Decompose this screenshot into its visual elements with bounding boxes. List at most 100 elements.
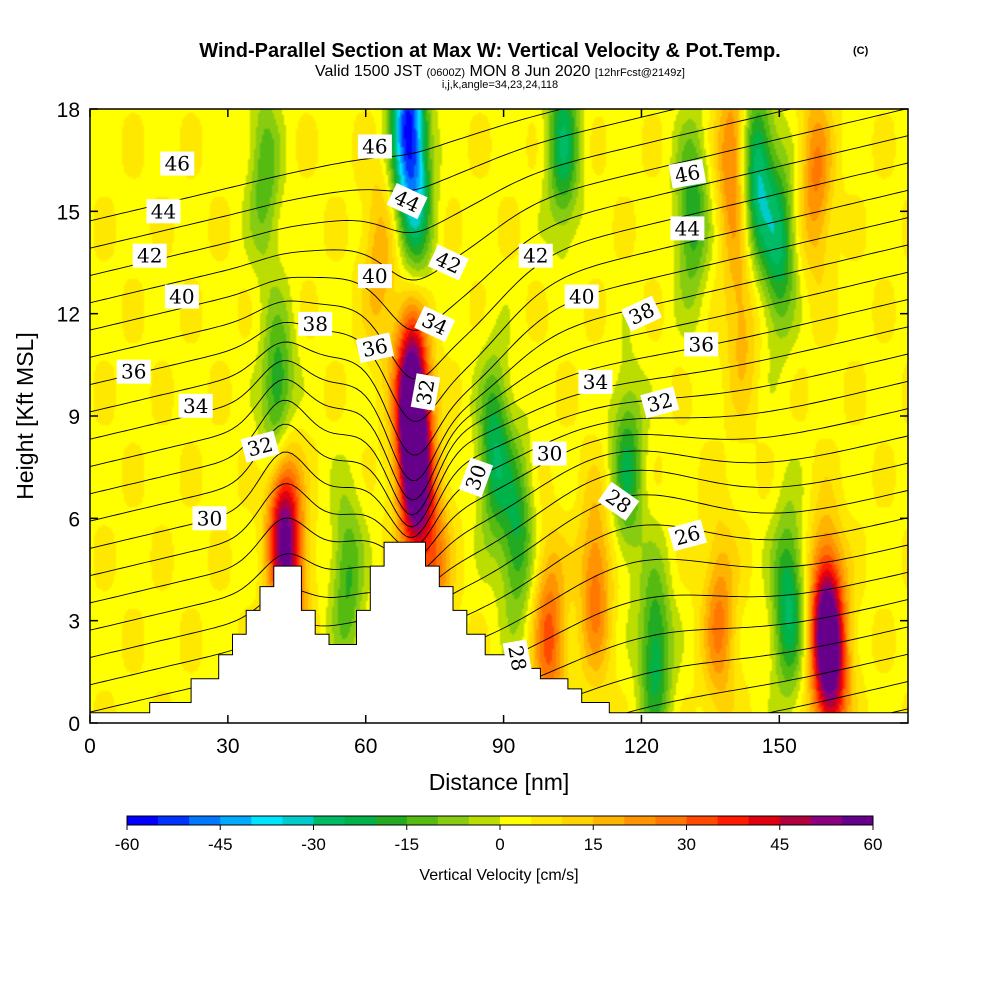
y-tick-label: 6 xyxy=(68,508,80,531)
contour-label-text: 46 xyxy=(673,160,702,188)
subtitle-date: MON 8 Jun 2020 xyxy=(470,63,591,80)
colorbar-swatch xyxy=(437,816,470,825)
colorbar-swatch xyxy=(779,816,812,825)
contour-label-box xyxy=(564,284,599,309)
contour-label-box xyxy=(240,430,280,463)
contour-label-text: 36 xyxy=(688,332,713,356)
contour-label: 44 xyxy=(670,216,705,241)
colorbar-swatch xyxy=(282,816,314,825)
contour-label: 36 xyxy=(116,359,151,384)
colorbar-swatch xyxy=(127,816,159,825)
colorbar-swatch xyxy=(500,816,532,825)
contour-label-text: 46 xyxy=(165,152,190,176)
colorbar-swatch xyxy=(313,816,345,825)
isentrope-line xyxy=(90,135,908,331)
terrain xyxy=(90,541,908,723)
contour-label: 34 xyxy=(414,305,456,342)
contour-label-box xyxy=(578,369,613,394)
contour-label-box xyxy=(164,284,199,309)
contour-label-box xyxy=(427,244,469,281)
contour-label-text: 30 xyxy=(537,442,562,466)
contour-label: 30 xyxy=(192,506,227,531)
contour-label-box xyxy=(502,639,533,678)
isentrope-line xyxy=(90,299,908,516)
isentrope-line xyxy=(90,244,908,482)
colorbar-tick-label: 45 xyxy=(770,835,789,854)
contour-label-text: 46 xyxy=(362,135,387,159)
contour-label: 40 xyxy=(564,284,599,309)
colorbar-swatch xyxy=(468,816,501,825)
colorbar-swatch xyxy=(655,816,687,825)
isentrope-line xyxy=(90,109,908,304)
contour-label-text: 36 xyxy=(360,333,390,362)
contour-label-box xyxy=(597,481,640,521)
colorbar-tick-label: 30 xyxy=(677,835,696,854)
colorbar-swatch xyxy=(220,816,252,825)
contour-label: 46 xyxy=(357,134,392,159)
contour-label-text: 40 xyxy=(169,285,194,309)
y-tick-label: 12 xyxy=(57,304,80,327)
contour-label: 44 xyxy=(146,199,181,224)
colorbar-tick-label: -15 xyxy=(394,835,419,854)
isentrope-line xyxy=(90,326,908,528)
contour-label-text: 36 xyxy=(121,360,146,384)
contour-label-box xyxy=(518,243,553,268)
colorbar-swatch xyxy=(717,816,750,825)
colorbar-label: Vertical Velocity [cm/s] xyxy=(419,867,578,884)
contour-label-text: 40 xyxy=(569,285,594,309)
colorbar-tick-label: -30 xyxy=(301,835,326,854)
subtitle-forecast: [12hrFcst@2149z] xyxy=(595,67,685,79)
contour-label-text: 34 xyxy=(583,370,608,394)
isentrope-line xyxy=(90,189,908,422)
x-tick-label: 120 xyxy=(624,735,659,758)
x-tick-label: 90 xyxy=(492,735,515,758)
contour-label: 36 xyxy=(684,332,719,357)
contour-label: 34 xyxy=(578,369,613,394)
contour-label-box xyxy=(357,264,392,289)
contour-label: 46 xyxy=(668,159,707,189)
contour-label-box xyxy=(414,305,456,342)
contour-label: 38 xyxy=(298,311,333,336)
y-tick-label: 9 xyxy=(68,406,80,429)
colorbar-swatch xyxy=(593,816,625,825)
isentrope-line xyxy=(90,217,908,456)
contour-label: 36 xyxy=(355,332,395,364)
contour-label-box xyxy=(355,332,395,364)
colorbar-swatch xyxy=(562,816,594,825)
colorbar-swatch xyxy=(531,816,563,825)
colorbar-swatch xyxy=(810,816,843,825)
y-tick-label: 3 xyxy=(68,611,80,634)
colorbar-swatch xyxy=(686,816,718,825)
contour-label-box xyxy=(621,295,662,332)
colorbar-swatch xyxy=(406,816,439,825)
contour-label-box xyxy=(532,441,567,466)
colorbar-swatch xyxy=(158,816,190,825)
isentrope-line xyxy=(90,408,908,604)
contour-label-box xyxy=(410,373,441,411)
colorbar-swatch xyxy=(189,816,221,825)
y-tick-label: 18 xyxy=(57,99,80,122)
contour-label-box xyxy=(668,159,707,189)
subtitle-utc: (0600Z) xyxy=(427,67,466,79)
subtitle-valid: Valid 1500 JST xyxy=(315,63,423,80)
contour-label-box xyxy=(357,134,392,159)
contour-label-box xyxy=(667,519,707,552)
x-tick-label: 0 xyxy=(84,735,96,758)
colorbar-tick-label: 60 xyxy=(864,835,883,854)
contour-label-box xyxy=(670,216,705,241)
chart-title: Wind-Parallel Section at Max W: Vertical… xyxy=(199,40,780,62)
potential-temperature-contours xyxy=(90,109,908,723)
colorbar-tick-label: -60 xyxy=(115,835,140,854)
x-axis: 0 30 60 90 120 150 xyxy=(84,109,797,758)
contour-label-text: 38 xyxy=(302,312,327,336)
isentrope-line xyxy=(90,489,908,686)
contour-label-box xyxy=(160,151,195,176)
contour-label-box xyxy=(386,183,428,220)
contour-label-text: 42 xyxy=(137,244,162,268)
colorbar-tick-label: -45 xyxy=(208,835,233,854)
contour-label-box xyxy=(146,199,181,224)
colorbar-swatch xyxy=(624,816,656,825)
isentrope-line xyxy=(90,109,679,249)
colorbar-swatch xyxy=(748,816,781,825)
